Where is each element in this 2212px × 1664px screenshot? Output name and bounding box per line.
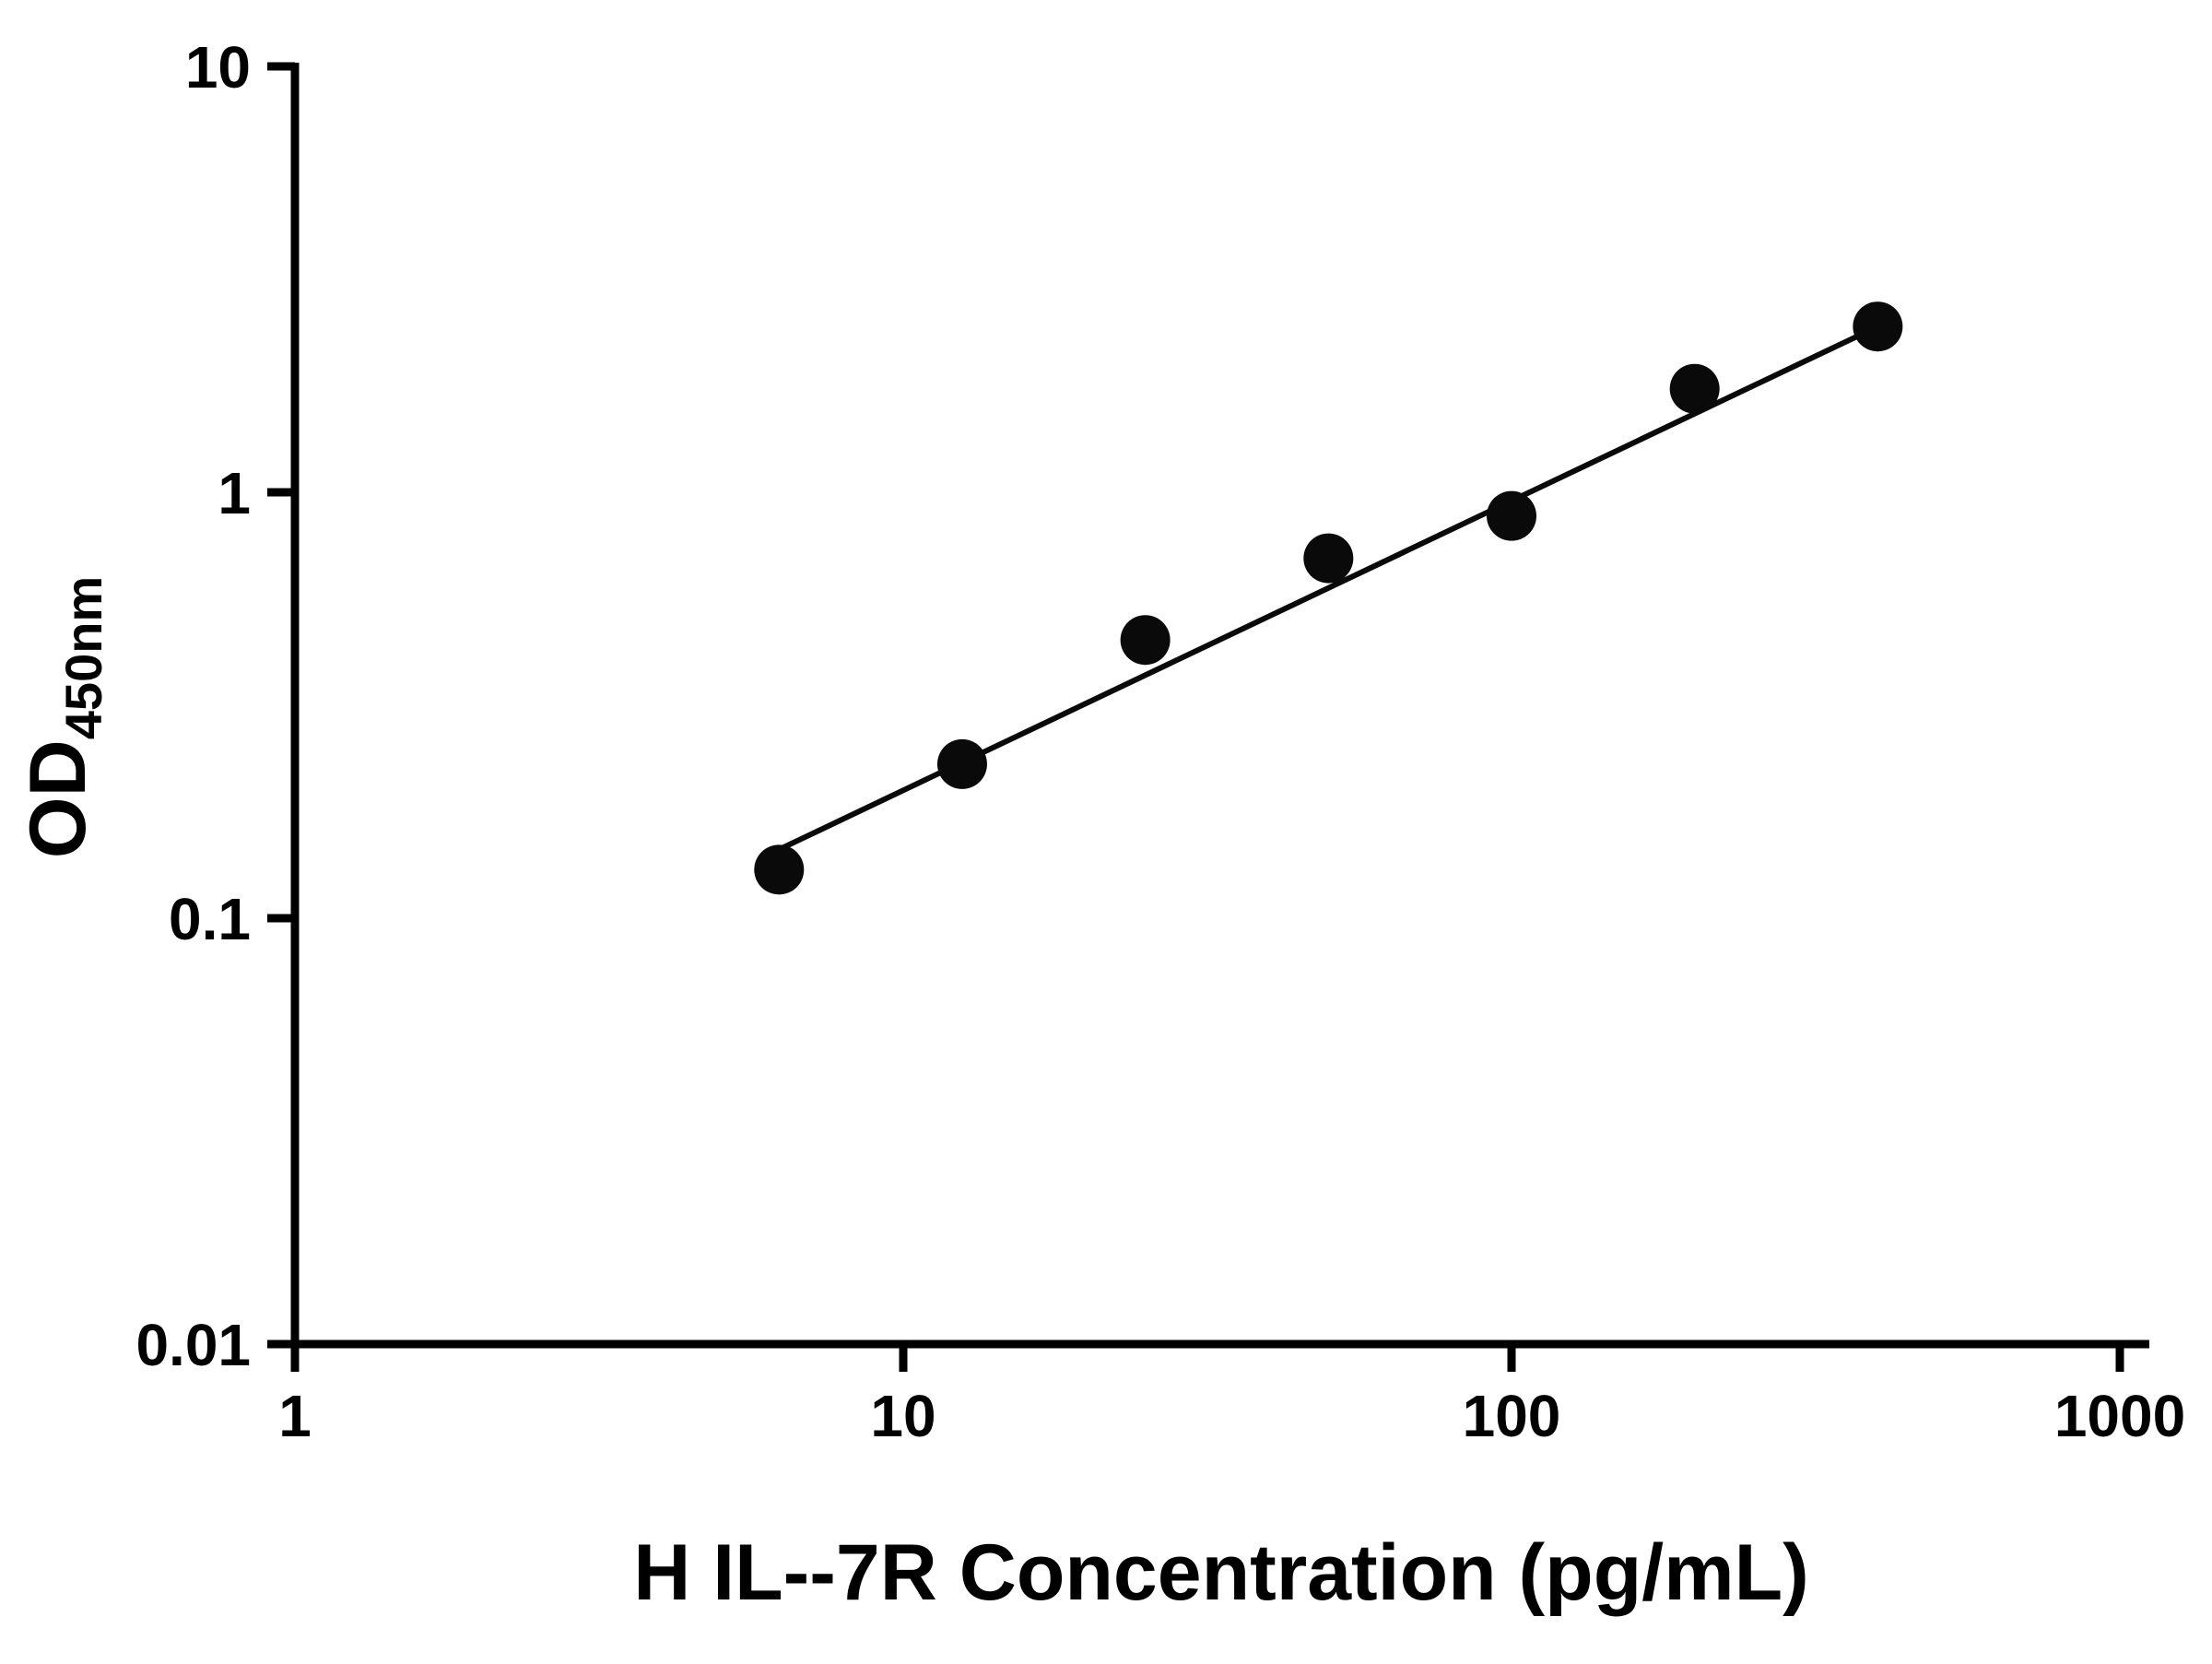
data-point (1669, 363, 1720, 414)
y-axis-title-main: OD (14, 739, 102, 858)
data-point (1120, 615, 1171, 666)
data-point (1487, 490, 1536, 541)
y-tick-label: 1 (218, 460, 251, 526)
y-tick-label: 0.1 (169, 886, 251, 952)
y-tick-label: 10 (185, 34, 251, 100)
data-point (1303, 533, 1354, 584)
y-tick-label: 0.01 (135, 1312, 251, 1378)
data-point (754, 844, 805, 895)
x-tick-label: 1 (278, 1383, 312, 1449)
x-tick-label: 100 (1463, 1383, 1561, 1449)
plot-layer: 1 10 100 1000 0.01 0.1 1 10 (135, 34, 2185, 1449)
x-axis-title: H IL--7R Concentration (pg/mL) (633, 1528, 1809, 1617)
y-axis-title-sub: 450nm (54, 576, 112, 739)
y-axis-title: OD450nm (14, 576, 112, 858)
x-tick-label: 1000 (2054, 1383, 2185, 1449)
data-point (1853, 301, 1903, 352)
x-tick-label: 10 (870, 1383, 935, 1449)
data-point (936, 738, 987, 789)
